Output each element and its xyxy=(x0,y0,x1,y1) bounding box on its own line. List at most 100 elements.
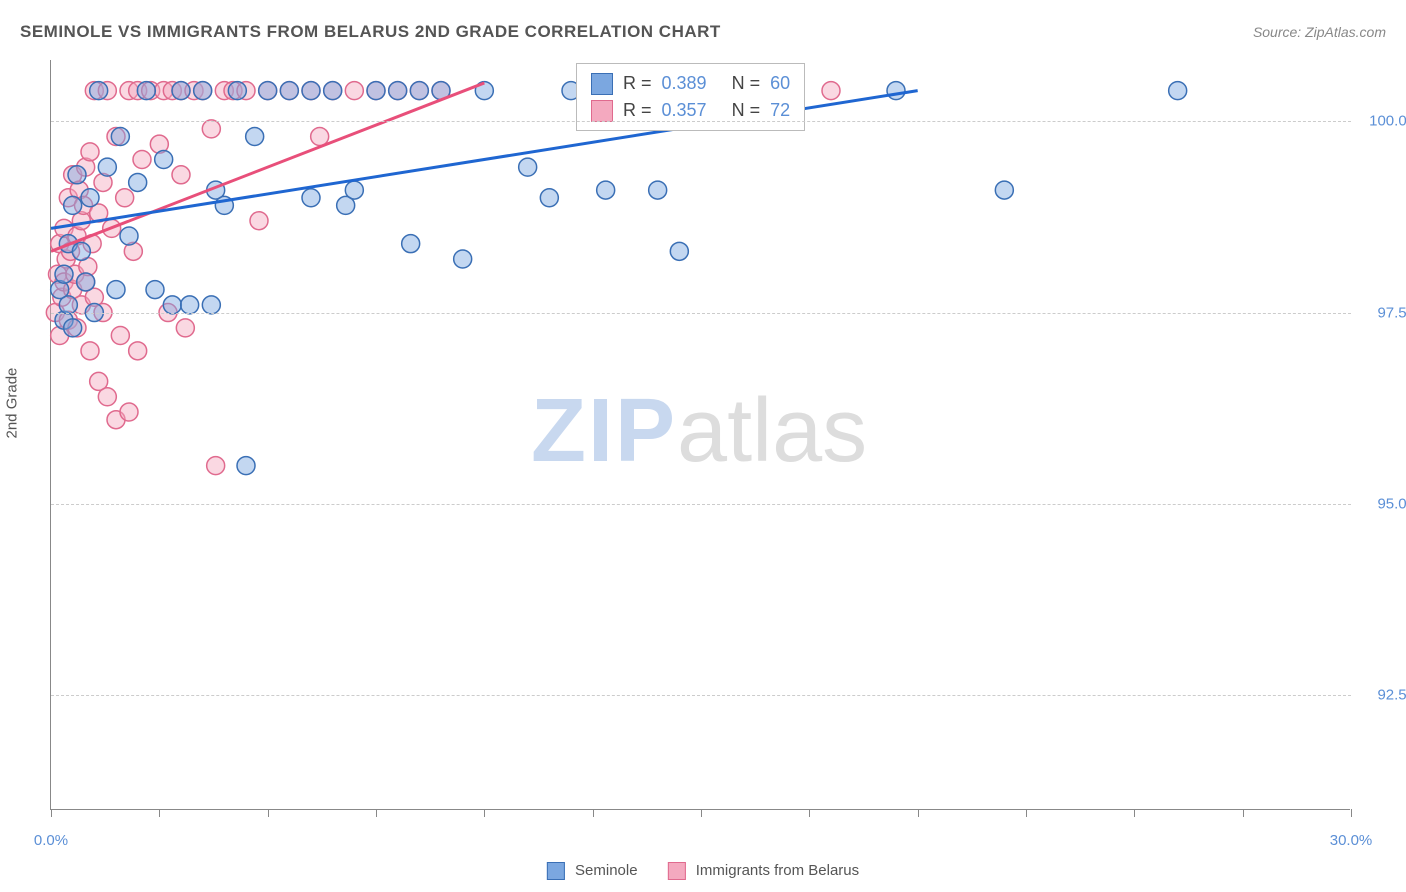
scatter-point xyxy=(367,82,385,100)
scatter-point xyxy=(280,82,298,100)
legend-bottom: Seminole Immigrants from Belarus xyxy=(547,862,859,880)
x-tick xyxy=(1134,809,1135,817)
x-tick xyxy=(376,809,377,817)
scatter-point xyxy=(202,296,220,314)
scatter-point xyxy=(107,281,125,299)
scatter-point xyxy=(111,327,129,345)
scatter-point xyxy=(129,173,147,191)
scatter-point xyxy=(237,457,255,475)
scatter-point xyxy=(81,143,99,161)
x-tick xyxy=(1026,809,1027,817)
scatter-point xyxy=(163,296,181,314)
scatter-point xyxy=(246,128,264,146)
gridline xyxy=(51,121,1351,122)
scatter-point xyxy=(55,265,73,283)
y-axis-title: 2nd Grade xyxy=(4,368,21,439)
scatter-point xyxy=(410,82,428,100)
scatter-point xyxy=(345,82,363,100)
scatter-point xyxy=(597,181,615,199)
x-tick xyxy=(51,809,52,817)
x-tick xyxy=(159,809,160,817)
scatter-point xyxy=(202,120,220,138)
scatter-point xyxy=(133,150,151,168)
source-attribution: Source: ZipAtlas.com xyxy=(1253,24,1386,40)
scatter-point xyxy=(64,319,82,337)
legend-item-1: Seminole xyxy=(547,862,638,880)
legend-swatch-1 xyxy=(547,862,565,880)
scatter-point xyxy=(250,212,268,230)
scatter-point xyxy=(120,403,138,421)
scatter-point xyxy=(402,235,420,253)
scatter-point xyxy=(120,227,138,245)
scatter-point xyxy=(259,82,277,100)
gridline xyxy=(51,504,1351,505)
x-tick xyxy=(918,809,919,817)
x-tick-label: 30.0% xyxy=(1330,832,1373,849)
legend-item-2: Immigrants from Belarus xyxy=(668,862,860,880)
scatter-point xyxy=(670,242,688,260)
scatter-point xyxy=(345,181,363,199)
x-tick xyxy=(701,809,702,817)
scatter-point xyxy=(302,189,320,207)
scatter-point xyxy=(228,82,246,100)
gridline xyxy=(51,313,1351,314)
scatter-point xyxy=(90,82,108,100)
scatter-point xyxy=(181,296,199,314)
scatter-point xyxy=(155,150,173,168)
scatter-point xyxy=(137,82,155,100)
plot-area: ZIPatlas R = 0.389 N = 60 R = 0.357 N = … xyxy=(50,60,1350,810)
stat-n-label-2: N = xyxy=(732,97,761,124)
stat-r-value-2: 0.357 xyxy=(662,97,707,124)
scatter-point xyxy=(311,128,329,146)
scatter-point xyxy=(172,82,190,100)
scatter-svg xyxy=(51,60,1351,810)
scatter-point xyxy=(540,189,558,207)
scatter-point xyxy=(302,82,320,100)
scatter-point xyxy=(59,296,77,314)
stats-row-2: R = 0.357 N = 72 xyxy=(591,97,790,124)
scatter-point xyxy=(111,128,129,146)
stat-r-value-1: 0.389 xyxy=(662,70,707,97)
scatter-point xyxy=(887,82,905,100)
stat-n-value-2: 72 xyxy=(770,97,790,124)
y-tick-label: 97.5% xyxy=(1360,304,1406,321)
scatter-point xyxy=(72,242,90,260)
legend-swatch-2 xyxy=(668,862,686,880)
scatter-point xyxy=(81,342,99,360)
scatter-point xyxy=(77,273,95,291)
scatter-point xyxy=(649,181,667,199)
scatter-point xyxy=(995,181,1013,199)
scatter-point xyxy=(207,457,225,475)
scatter-point xyxy=(129,342,147,360)
legend-label-1: Seminole xyxy=(575,862,638,879)
y-tick-label: 100.0% xyxy=(1360,113,1406,130)
scatter-point xyxy=(116,189,134,207)
gridline xyxy=(51,695,1351,696)
stats-row-1: R = 0.389 N = 60 xyxy=(591,70,790,97)
scatter-point xyxy=(146,281,164,299)
scatter-point xyxy=(172,166,190,184)
x-tick-label: 0.0% xyxy=(34,832,68,849)
legend-label-2: Immigrants from Belarus xyxy=(696,862,859,879)
stats-swatch-1 xyxy=(591,73,613,95)
scatter-point xyxy=(176,319,194,337)
scatter-point xyxy=(194,82,212,100)
header-row: SEMINOLE VS IMMIGRANTS FROM BELARUS 2ND … xyxy=(20,22,1386,42)
scatter-point xyxy=(389,82,407,100)
stat-n-value-1: 60 xyxy=(770,70,790,97)
x-tick xyxy=(1243,809,1244,817)
scatter-point xyxy=(822,82,840,100)
scatter-point xyxy=(324,82,342,100)
x-tick xyxy=(809,809,810,817)
scatter-point xyxy=(81,189,99,207)
chart-title: SEMINOLE VS IMMIGRANTS FROM BELARUS 2ND … xyxy=(20,22,721,42)
x-tick xyxy=(484,809,485,817)
scatter-point xyxy=(98,388,116,406)
stat-n-label: N = xyxy=(732,70,761,97)
scatter-point xyxy=(68,166,86,184)
x-tick xyxy=(268,809,269,817)
scatter-point xyxy=(98,158,116,176)
y-tick-label: 92.5% xyxy=(1360,687,1406,704)
y-tick-label: 95.0% xyxy=(1360,495,1406,512)
stat-r-label-2: R = xyxy=(623,97,652,124)
